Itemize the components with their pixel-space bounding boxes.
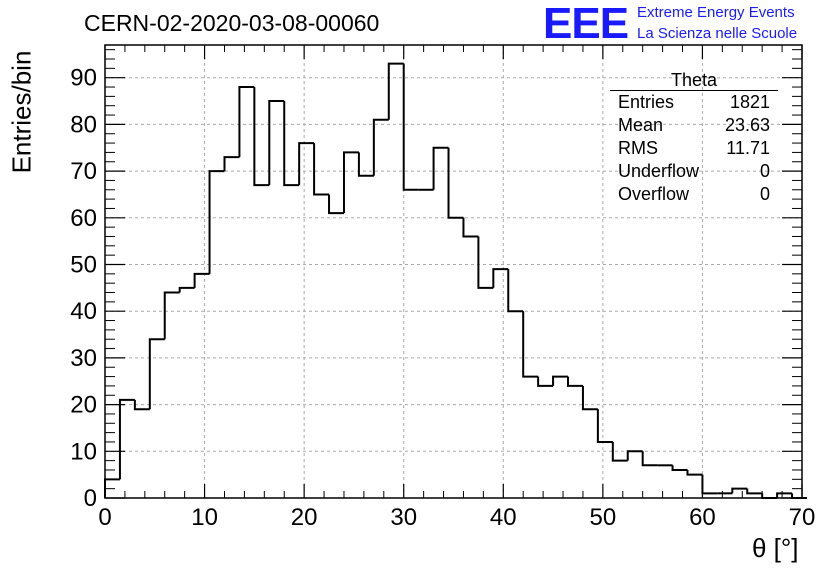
stats-value: 0	[759, 184, 770, 204]
stats-row-rms: RMS 11.71	[610, 137, 778, 160]
stats-value: 0	[759, 161, 770, 181]
plot-frame	[104, 44, 803, 499]
x-tick-label: 0	[98, 504, 111, 531]
histogram-bin	[776, 492, 793, 498]
histogram-bin	[148, 338, 165, 410]
stats-label: RMS	[618, 138, 658, 158]
logo-subtitle-1: Extreme Energy Events	[637, 4, 795, 21]
stats-row-entries: Entries 1821	[610, 91, 778, 114]
stats-row-mean: Mean 23.63	[610, 114, 778, 137]
y-tick-label: 0	[84, 485, 97, 512]
histogram-bin	[283, 101, 300, 187]
histogram-series	[104, 62, 807, 499]
histogram-bin	[342, 151, 359, 214]
x-tick-label: 50	[590, 504, 617, 531]
histogram-bin	[118, 398, 135, 480]
stats-label: Overflow	[618, 184, 690, 204]
y-tick-label: 80	[70, 111, 97, 138]
histogram-bin	[507, 269, 524, 313]
y-tick-label: 40	[70, 298, 97, 325]
histogram-bin	[671, 465, 688, 471]
histogram-bin	[447, 147, 464, 219]
histogram-bin	[372, 118, 389, 176]
histogram-bin	[387, 62, 404, 120]
x-tick-label: 10	[191, 504, 218, 531]
histogram-bin	[193, 272, 210, 288]
y-tick-label: 70	[70, 158, 97, 185]
histogram-bin	[611, 441, 628, 462]
stats-value: 1821	[729, 92, 770, 112]
x-tick-label: 60	[689, 504, 716, 531]
histogram-bin	[268, 100, 285, 186]
x-tick-label: 40	[490, 504, 517, 531]
stats-value: 23.63	[724, 115, 770, 135]
histogram-bin	[686, 469, 703, 476]
histogram-bin	[402, 63, 419, 191]
stats-title: Theta	[610, 70, 778, 91]
histogram-bin	[133, 399, 150, 411]
histogram-bin	[522, 311, 539, 378]
histogram-bin	[298, 142, 315, 186]
histogram-bin	[746, 488, 763, 495]
histogram-bin	[238, 86, 255, 158]
stats-label: Underflow	[618, 161, 700, 181]
histogram-bin	[596, 409, 613, 443]
axis-ticks	[104, 45, 803, 499]
histogram-bin	[477, 236, 494, 289]
histogram-bin	[178, 286, 195, 293]
stats-row-underflow: Underflow 0	[610, 160, 778, 183]
histogram-bin	[432, 146, 449, 190]
histogram-bin	[567, 376, 583, 387]
tick-labels: 0 10 20 30 40 50 60 70 0 10 20 30 40 50 60 70 80 90	[70, 65, 815, 531]
histogram-bin	[641, 451, 658, 467]
y-tick-label: 30	[70, 345, 97, 372]
histogram-bin	[701, 474, 718, 495]
y-axis-label: Entries/bin	[6, 50, 37, 174]
histogram-bin	[537, 376, 554, 387]
histogram-bin	[328, 194, 344, 215]
histogram-bin	[626, 450, 643, 461]
histogram-bin	[462, 217, 479, 238]
y-tick-label: 50	[70, 251, 97, 278]
histogram-bin	[313, 143, 330, 196]
logo-subtitle-2: La Scienza nelle Scuole	[637, 25, 798, 42]
stats-value: 11.71	[726, 138, 770, 158]
histogram-bin	[492, 268, 509, 288]
histogram-bin	[253, 87, 270, 187]
stats-box: Theta Entries 1821 Mean 23.63 RMS 11.71 …	[610, 70, 778, 206]
y-tick-label: 20	[70, 392, 97, 419]
stats-label: Entries	[618, 92, 675, 112]
histogram-bin	[581, 385, 598, 411]
stats-label: Mean	[618, 115, 664, 135]
x-tick-label: 20	[291, 504, 318, 531]
y-tick-label: 60	[70, 205, 97, 232]
histogram-bin	[552, 375, 569, 386]
histogram-bin	[731, 487, 748, 494]
run-title: CERN-02-2020-03-08-00060	[84, 10, 380, 36]
y-tick-label: 10	[70, 438, 97, 465]
eee-logo: EEE	[543, 0, 629, 48]
x-tick-label: 30	[390, 504, 417, 531]
histogram-bin	[357, 152, 374, 177]
histogram-bin	[208, 170, 225, 274]
histogram-bin	[163, 291, 180, 340]
x-axis-label: θ [°]	[752, 533, 799, 563]
histogram-bin	[223, 156, 240, 172]
x-tick-label: 70	[789, 504, 816, 531]
y-tick-label: 90	[70, 65, 97, 92]
stats-row-overflow: Overflow 0	[610, 183, 778, 206]
